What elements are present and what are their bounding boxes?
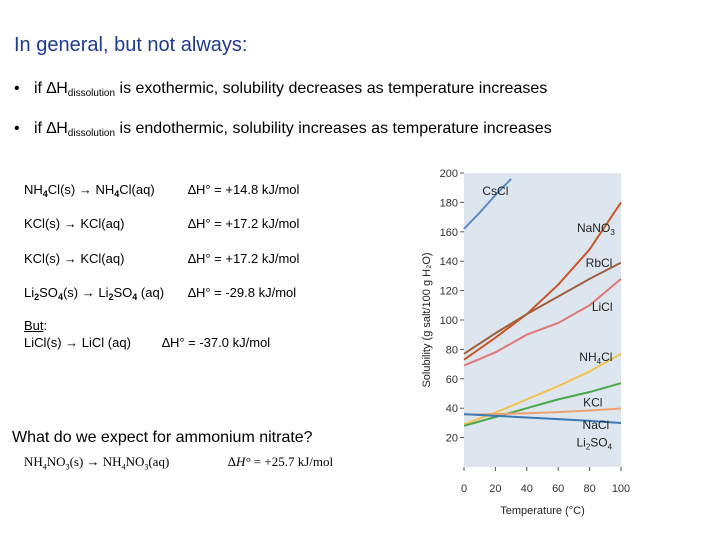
series-label-nacl: NaCl: [583, 418, 610, 432]
x-tick-label: 100: [612, 483, 630, 495]
series-line-kcl: [463, 382, 622, 427]
y-tick-label: 40: [446, 403, 458, 415]
dh-kcl: ∆H° = +17.2 kJ/mol: [188, 216, 300, 231]
slide-title: In general, but not always:: [14, 34, 248, 56]
y-tick-label: 160: [440, 227, 458, 239]
series-label-licl: LiCl: [592, 300, 613, 314]
nitrate-dh: ∆H° = +25.7 kJ/mol: [228, 454, 334, 469]
x-tick-label: 60: [552, 483, 564, 495]
x-tick-label: 20: [489, 483, 501, 495]
arrow-icon: →: [63, 216, 77, 231]
series-line-nacl: [463, 407, 622, 416]
series-line-nano3: [463, 201, 622, 361]
x-axis-label: Temperature (°C): [500, 505, 584, 517]
but-label: But:: [24, 318, 48, 333]
reaction-li2so4: Li2SO4(s) → Li2SO4 (aq): [24, 285, 165, 302]
nitrate-equation: NH4NO3(s) → NH4NO3(aq): [24, 454, 170, 472]
y-tick-label: 200: [440, 168, 458, 180]
bullet-mark: •: [14, 120, 20, 137]
reaction-nh4cl: NH4Cl(s) → NH4Cl(aq): [24, 182, 155, 199]
y-tick-label: 100: [440, 315, 458, 327]
reaction-licl: LiCl(s) → LiCl (aq): [24, 335, 131, 350]
series-label-cscl: CsCl: [482, 184, 508, 198]
reaction-kcl-repeat: KCl(s) → KCl(aq): [24, 251, 125, 266]
x-tick-label: 40: [521, 483, 533, 495]
arrow-icon: →: [65, 335, 79, 350]
bullet-mark: •: [14, 80, 20, 97]
y-tick-label: 60: [446, 374, 458, 386]
series-line-rbcl: [463, 261, 622, 355]
y-tick-label: 180: [440, 197, 458, 209]
dh-nh4cl: ∆H° = +14.8 kJ/mol: [188, 182, 300, 197]
solubility-chart: 20 40 60 80 100 120 140 160 180 200 0 20 40 60 80 100 Te…: [421, 168, 630, 517]
dh-licl: ∆H° = -37.0 kJ/mol: [162, 335, 271, 350]
arrow-icon: →: [81, 285, 95, 300]
dh-li2so4: ∆H° = -29.8 kJ/mol: [188, 285, 297, 300]
bullet-endothermic: • if ∆Hdissolution is endothermic, solubi…: [14, 120, 552, 139]
series-label-nh4cl: NH4Cl: [579, 350, 612, 366]
series-line-licl: [463, 278, 622, 367]
arrow-icon: →: [63, 251, 77, 266]
series-label-nano3: NaNO3: [577, 221, 615, 237]
y-axis-label: Solubility (g salt/100 g H₂O): [421, 252, 433, 387]
y-tick-label: 20: [446, 433, 458, 445]
question-text: What do we expect for ammonium nitrate?: [12, 429, 313, 446]
series-label-kcl: KCl: [583, 396, 602, 410]
reaction-kcl: KCl(s) → KCl(aq): [24, 216, 125, 231]
x-tick-label: 0: [461, 483, 467, 495]
bullet-exothermic: • if ∆Hdissolution is exothermic, solubil…: [14, 80, 548, 99]
series-line-li2so4: [463, 413, 622, 425]
y-tick-label: 80: [446, 344, 458, 356]
dh-kcl-repeat: ∆H° = +17.2 kJ/mol: [188, 251, 300, 266]
x-tick-label: 80: [583, 483, 595, 495]
y-tick-label: 140: [440, 256, 458, 268]
y-tick-label: 120: [440, 286, 458, 298]
series-line-cscl: [463, 178, 512, 230]
series-label-rbcl: RbCl: [586, 256, 613, 270]
series-label-li2so4: Li2SO4: [577, 435, 613, 451]
arrow-icon: →: [78, 182, 92, 197]
